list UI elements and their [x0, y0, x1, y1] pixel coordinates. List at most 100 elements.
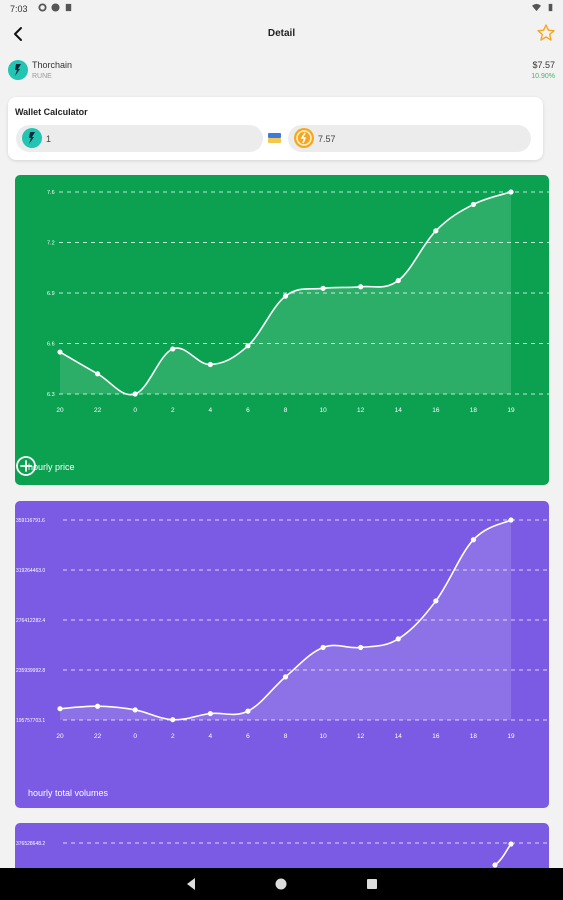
hourly-price-chart: 6.3 6.6 6.9 7.2 7.6 20 22 0 2 4 6 8 10 12 14 16 18 19	[47, 189, 549, 414]
app-notification-icon	[51, 3, 60, 12]
data-point	[57, 349, 63, 355]
battery-icon	[548, 3, 553, 12]
data-point	[508, 189, 514, 195]
status-time: 7:03	[10, 4, 28, 14]
y-tick-label: 195757703.1	[16, 718, 45, 724]
x-tick-label: 10	[319, 733, 327, 740]
x-tick-label: 12	[357, 407, 365, 414]
x-tick-label: 20	[56, 733, 64, 740]
data-point	[57, 706, 63, 712]
x-tick-label: 0	[133, 407, 137, 414]
coin-header: Thorchain RUNE $7.57 10.90%	[8, 58, 555, 86]
hourly-price-label: hourly price	[28, 462, 75, 472]
series-line	[494, 843, 512, 866]
x-tick-label: 4	[209, 407, 213, 414]
x-tick-label: 6	[246, 407, 250, 414]
x-tick-label: 16	[432, 407, 440, 414]
x-tick-label: 8	[284, 733, 288, 740]
data-point	[170, 717, 176, 723]
usd-amount-value: 7.57	[318, 134, 336, 144]
coin-price: $7.57	[532, 60, 555, 70]
data-point	[395, 636, 401, 642]
series-area	[60, 192, 511, 395]
hourly-volume-chart: 195757703.1 235939992.8 276412282.4 3192644…	[16, 517, 549, 740]
y-tick-label: 359116791.6	[16, 518, 45, 524]
x-tick-label: 12	[357, 733, 365, 740]
arrow-left-icon[interactable]	[10, 25, 28, 43]
data-point	[282, 674, 289, 680]
wallet-calculator-title: Wallet Calculator	[15, 107, 88, 117]
coin-change: 10.90%	[531, 73, 555, 80]
thorchain-coin-icon	[22, 128, 42, 148]
x-tick-label: 18	[470, 733, 478, 740]
data-point	[508, 841, 514, 847]
wallet-calculator: Wallet Calculator 1 7.57	[8, 97, 543, 160]
x-tick-label: 0	[133, 733, 137, 740]
x-tick-label: 2	[171, 407, 175, 414]
data-point	[320, 644, 326, 651]
y-tick-label: 6.9	[47, 291, 55, 297]
y-tick-label: 376528648.2	[16, 841, 45, 847]
x-tick-label: 16	[432, 733, 440, 740]
x-tick-label: 14	[395, 733, 403, 740]
x-tick-label: 18	[470, 407, 478, 414]
back-nav-icon[interactable]	[183, 876, 199, 892]
y-tick-label: 6.6	[47, 342, 55, 348]
dollar-coin-icon	[294, 128, 314, 148]
data-point	[492, 862, 498, 868]
data-point	[94, 371, 101, 377]
x-tick-label: 22	[94, 733, 102, 740]
star-outline-icon[interactable]	[536, 23, 556, 43]
third-chart: 376528648.2	[16, 841, 549, 868]
hourly-volume-card: 195757703.1 235939992.8 276412282.4 3192644…	[15, 501, 549, 808]
home-nav-icon[interactable]	[273, 876, 289, 892]
data-point	[470, 537, 477, 543]
app-bar: Detail	[0, 18, 563, 50]
status-system-icons	[532, 3, 555, 12]
data-point	[320, 285, 326, 291]
x-tick-label: 8	[284, 407, 288, 414]
recents-nav-icon[interactable]	[364, 876, 380, 892]
usd-amount-input[interactable]: 7.57	[288, 125, 531, 152]
data-point	[358, 284, 364, 290]
data-point	[132, 391, 138, 397]
y-tick-label: 6.3	[47, 392, 55, 398]
x-tick-label: 10	[319, 407, 327, 414]
system-navigation-bar	[0, 868, 563, 900]
y-tick-label: 319264463.0	[16, 568, 45, 574]
data-point	[207, 361, 213, 368]
x-tick-label: 20	[56, 407, 64, 414]
y-tick-label: 7.2	[47, 241, 55, 247]
x-tick-label: 6	[246, 733, 250, 740]
data-point	[170, 346, 176, 352]
data-point	[94, 703, 101, 709]
data-point	[245, 343, 251, 349]
data-point	[395, 277, 401, 284]
data-point	[358, 644, 364, 651]
hourly-price-card: 6.3 6.6 6.9 7.2 7.6 20 22 0 2 4 6 8 10 12 14 16 18 19 hou…	[15, 175, 549, 485]
x-tick-label: 14	[395, 407, 403, 414]
x-tick-label: 19	[507, 407, 515, 414]
page-title: Detail	[267, 28, 296, 39]
data-point	[508, 517, 514, 523]
data-point	[433, 598, 439, 604]
x-tick-label: 19	[507, 733, 515, 740]
coin-amount-input[interactable]: 1	[16, 125, 263, 152]
plus-circle-icon[interactable]	[15, 455, 37, 477]
x-tick-label: 4	[209, 733, 213, 740]
series-area	[60, 520, 511, 720]
data-point	[132, 707, 138, 713]
coin-symbol: RUNE	[32, 73, 52, 80]
sd-card-icon	[65, 3, 72, 12]
status-bar: 7:03	[0, 0, 563, 18]
status-notification-icons	[38, 3, 73, 12]
data-point	[470, 201, 477, 208]
x-tick-label: 22	[94, 407, 102, 414]
y-tick-label: 7.6	[47, 190, 55, 196]
data-point	[282, 293, 289, 299]
coin-amount-value: 1	[46, 134, 52, 144]
data-point	[207, 710, 213, 717]
wifi-icon	[532, 3, 541, 12]
exchange-icon[interactable]	[268, 133, 281, 143]
x-tick-label: 2	[171, 733, 175, 740]
